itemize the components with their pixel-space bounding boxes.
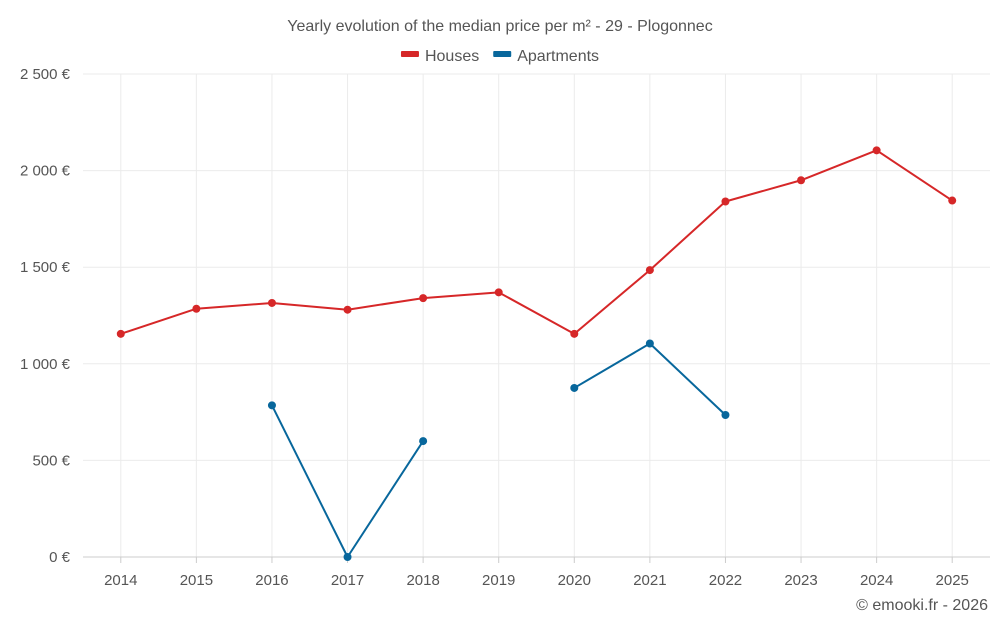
y-tick-label: 2 500 € [20, 66, 71, 83]
y-tick-label: 2 000 € [20, 163, 71, 180]
data-point-apartments [419, 437, 428, 446]
x-tick-label: 2015 [180, 572, 213, 589]
data-point-houses [721, 197, 730, 206]
legend-swatch-houses [400, 51, 419, 57]
chart-title: Yearly evolution of the median price per… [287, 18, 712, 35]
legend-label-houses: Houses [425, 48, 479, 65]
x-tick-label: 2017 [331, 572, 364, 589]
series-group [116, 146, 957, 561]
data-point-houses [267, 298, 276, 307]
x-tick-label: 2025 [936, 572, 969, 589]
data-point-houses [494, 288, 503, 297]
x-tick-label: 2023 [784, 572, 817, 589]
x-tick-label: 2016 [255, 572, 288, 589]
y-axis: 0 € 500 € 1 000 € 1 500 € 2 000 € 2 500 € [20, 66, 71, 566]
series-line-houses [120, 149, 953, 335]
data-point-apartments [645, 339, 654, 348]
data-point-houses [343, 305, 352, 314]
y-tick-label: 0 € [49, 549, 71, 566]
legend: Houses Apartments [400, 48, 599, 65]
data-point-houses [645, 266, 654, 275]
x-tick-label: 2020 [558, 572, 591, 589]
y-tick-label: 1 500 € [20, 259, 71, 276]
x-tick-label: 2014 [104, 572, 137, 589]
x-axis: 2014 2015 2016 2017 2018 2019 2020 2021 2022 2023… [83, 556, 990, 589]
series-apartments [267, 339, 730, 561]
data-point-houses [948, 196, 957, 205]
x-tick-label: 2018 [406, 572, 439, 589]
legend-item-houses: Houses [400, 48, 479, 65]
data-point-apartments [721, 410, 730, 419]
data-point-apartments [343, 553, 352, 561]
data-point-apartments [267, 401, 276, 410]
data-point-houses [872, 146, 881, 155]
x-tick-label: 2019 [482, 572, 515, 589]
data-point-houses [797, 176, 806, 185]
y-tick-label: 1 000 € [20, 356, 71, 373]
data-point-apartments [570, 383, 579, 392]
series-houses [116, 146, 957, 338]
data-point-houses [570, 329, 579, 338]
x-tick-label: 2022 [709, 572, 742, 589]
x-tick-label: 2021 [633, 572, 666, 589]
credit-text: © emooki.fr - 2026 [856, 597, 988, 614]
legend-label-apartments: Apartments [517, 48, 599, 65]
data-point-houses [419, 294, 428, 303]
data-point-houses [116, 329, 125, 338]
legend-swatch-apartments [493, 51, 512, 57]
grid [83, 73, 990, 557]
legend-item-apartments: Apartments [493, 48, 599, 65]
data-point-houses [192, 304, 201, 313]
y-tick-label: 500 € [32, 452, 70, 469]
x-tick-label: 2024 [860, 572, 893, 589]
